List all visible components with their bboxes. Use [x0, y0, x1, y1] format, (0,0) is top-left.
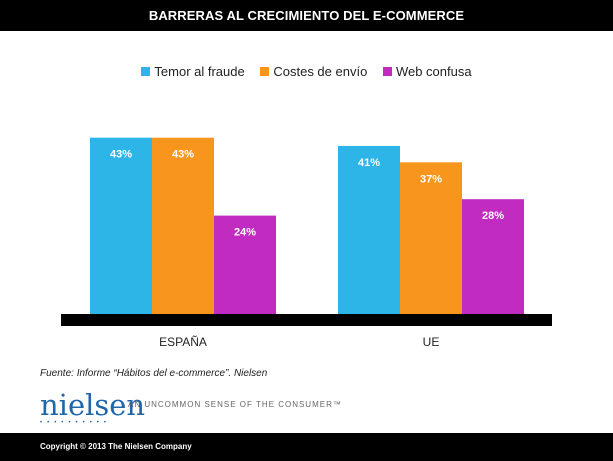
- legend-swatch-fraude: [141, 67, 151, 76]
- legend-label: Costes de envío: [273, 64, 368, 79]
- legend-item-web: Web confusa: [382, 64, 472, 79]
- nielsen-logo: nielsen: [40, 388, 146, 422]
- legend-label: Temor al fraude: [154, 64, 245, 79]
- logo-dots: ••••••••••: [40, 420, 112, 426]
- x-axis-bar: [61, 314, 552, 326]
- bar-value-label: 41%: [358, 157, 380, 169]
- bar-ue-1: [400, 162, 462, 314]
- bar-espana-2: [214, 215, 276, 314]
- legend-label: Web confusa: [395, 64, 472, 79]
- legend-item-fraude: Temor al fraude: [141, 64, 245, 79]
- bar-value-label: 43%: [172, 149, 194, 161]
- bar-ue-2: [462, 199, 524, 314]
- bar-ue-0: [338, 145, 400, 314]
- bar-espana-0: [90, 137, 152, 314]
- legend-swatch-web: [382, 67, 392, 76]
- footer-bar: Copyright © 2013 The Nielsen Company: [0, 433, 613, 461]
- bar-espana-1: [152, 137, 214, 314]
- bar-value-label: 43%: [110, 149, 132, 161]
- legend-item-costes: Costes de envío: [260, 64, 367, 79]
- bar-value-label: 37%: [420, 173, 442, 185]
- bar-chart: 43% 43% 24% 41% 37% 28% ESPAÑA UE: [61, 137, 552, 349]
- source-note: Fuente: Informe “Hábitos del e-commerce”…: [40, 368, 268, 379]
- chart-title: BARRERAS AL CRECIMIENTO DEL E-COMMERCE: [148, 8, 465, 23]
- copyright-text: Copyright © 2013 The Nielsen Company: [40, 442, 192, 451]
- header-bar: BARRERAS AL CRECIMIENTO DEL E-COMMERCE: [0, 0, 613, 31]
- bar-value-label: 28%: [482, 210, 504, 222]
- brand-tagline: AN UNCOMMON SENSE OF THE CONSUMER™: [128, 400, 342, 409]
- category-label: UE: [423, 335, 440, 349]
- category-label: ESPAÑA: [159, 335, 207, 349]
- bar-value-label: 24%: [234, 227, 256, 239]
- chart-legend: Temor al fraude Costes de envío Web conf…: [0, 64, 613, 79]
- legend-swatch-costes: [260, 67, 270, 76]
